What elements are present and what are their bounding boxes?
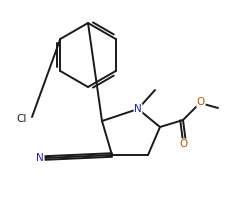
- Text: N: N: [133, 104, 141, 114]
- Text: Cl: Cl: [17, 114, 27, 124]
- Text: N: N: [36, 153, 44, 163]
- Text: O: O: [196, 97, 204, 107]
- Text: O: O: [179, 139, 187, 149]
